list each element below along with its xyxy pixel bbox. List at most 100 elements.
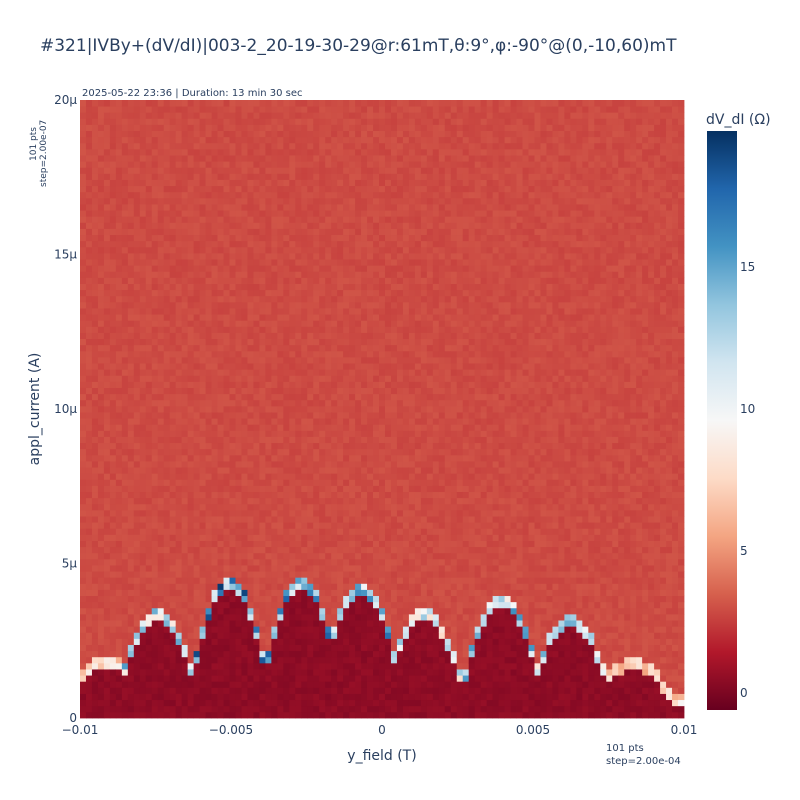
heatmap-cell xyxy=(307,369,314,376)
heatmap-cell xyxy=(109,381,117,388)
heatmap-cell xyxy=(80,259,87,266)
heatmap-cell xyxy=(85,405,93,413)
heatmap-cell xyxy=(337,516,344,523)
heatmap-cell xyxy=(151,607,159,615)
heatmap-cell xyxy=(367,185,374,193)
heatmap-cell xyxy=(247,369,254,376)
heatmap-cell xyxy=(343,448,350,456)
heatmap-cell xyxy=(283,271,290,278)
heatmap-cell xyxy=(193,191,200,199)
heatmap-cell xyxy=(85,454,93,462)
heatmap-cell xyxy=(145,442,153,450)
heatmap-cell xyxy=(301,161,308,168)
heatmap-cell xyxy=(277,283,284,291)
heatmap-cell xyxy=(127,613,135,621)
heatmap-cell xyxy=(103,681,111,688)
heatmap-cell xyxy=(331,656,338,664)
heatmap-cell xyxy=(253,681,260,688)
heatmap-cell xyxy=(133,595,141,603)
heatmap-cell xyxy=(313,148,320,156)
heatmap-cell xyxy=(277,522,284,529)
heatmap-cell xyxy=(80,179,87,187)
heatmap-cell xyxy=(223,491,230,499)
heatmap-cell xyxy=(139,185,147,193)
heatmap-cell xyxy=(85,540,93,548)
heatmap-cell xyxy=(85,185,93,193)
heatmap-cell xyxy=(343,148,350,156)
heatmap-cell xyxy=(127,216,135,223)
heatmap-cell xyxy=(301,393,308,401)
heatmap-cell xyxy=(211,497,218,505)
heatmap-cell xyxy=(271,454,278,462)
heatmap-cell xyxy=(103,314,111,321)
heatmap-cell xyxy=(229,222,236,229)
heatmap-cell xyxy=(175,613,183,621)
heatmap-cell xyxy=(163,577,171,584)
heatmap-cell xyxy=(205,393,212,401)
heatmap-cell xyxy=(175,179,183,187)
heatmap-cell xyxy=(80,418,87,425)
heatmap-cell xyxy=(313,173,320,180)
heatmap-cell xyxy=(193,381,200,388)
heatmap-cell xyxy=(313,191,320,199)
heatmap-cell xyxy=(211,277,218,284)
heatmap-cell xyxy=(367,265,374,272)
heatmap-cell xyxy=(307,595,314,603)
heatmap-cell xyxy=(235,418,242,425)
heatmap-cell xyxy=(307,681,314,688)
heatmap-cell xyxy=(229,412,236,419)
heatmap-cell xyxy=(331,375,338,382)
heatmap-cell xyxy=(121,130,129,138)
heatmap-cell xyxy=(127,106,135,113)
heatmap-cell xyxy=(193,363,200,370)
heatmap-cell xyxy=(283,509,290,517)
heatmap-cell xyxy=(307,271,314,278)
heatmap-cell xyxy=(187,228,195,236)
heatmap-cell xyxy=(229,246,236,254)
heatmap-cell xyxy=(331,326,338,333)
heatmap-cell xyxy=(229,577,236,584)
heatmap-cell xyxy=(91,461,99,468)
heatmap-cell xyxy=(211,118,218,125)
heatmap-cell xyxy=(127,179,135,187)
heatmap-cell xyxy=(283,430,290,437)
heatmap-cell xyxy=(199,418,206,425)
heatmap-cell xyxy=(247,497,254,505)
heatmap-cell xyxy=(80,246,87,254)
heatmap-cell xyxy=(211,558,218,566)
heatmap-cell xyxy=(187,656,195,664)
heatmap-cell xyxy=(193,399,200,407)
heatmap-cell xyxy=(181,528,189,535)
heatmap-cell xyxy=(367,320,374,327)
heatmap-cell xyxy=(103,675,111,682)
heatmap-cell xyxy=(307,436,314,444)
heatmap-cell xyxy=(199,644,206,652)
heatmap-cell xyxy=(115,644,123,652)
heatmap-cell xyxy=(145,405,153,413)
heatmap-cell xyxy=(181,136,189,144)
heatmap-cell xyxy=(235,552,242,560)
heatmap-cell xyxy=(121,332,129,340)
heatmap-cell xyxy=(307,356,314,364)
heatmap-cell xyxy=(361,234,368,242)
heatmap-cell xyxy=(103,216,111,223)
heatmap-cell xyxy=(229,424,236,431)
heatmap-cell xyxy=(367,308,374,315)
heatmap-cell xyxy=(151,136,159,144)
heatmap-cell xyxy=(331,675,338,682)
heatmap-cell xyxy=(187,100,195,107)
heatmap-cell xyxy=(205,638,212,645)
heatmap-cell xyxy=(235,577,242,584)
heatmap-cell xyxy=(367,613,374,621)
heatmap-cell xyxy=(307,644,314,652)
heatmap-cell xyxy=(103,509,111,517)
heatmap-cell xyxy=(217,259,224,266)
heatmap-cell xyxy=(157,467,165,474)
heatmap-cell xyxy=(265,626,272,633)
heatmap-cell xyxy=(223,369,230,376)
heatmap-cell xyxy=(115,626,123,633)
heatmap-cell xyxy=(313,699,320,707)
heatmap-cell xyxy=(277,314,284,321)
heatmap-cell xyxy=(121,711,129,719)
heatmap-cell xyxy=(157,405,165,413)
